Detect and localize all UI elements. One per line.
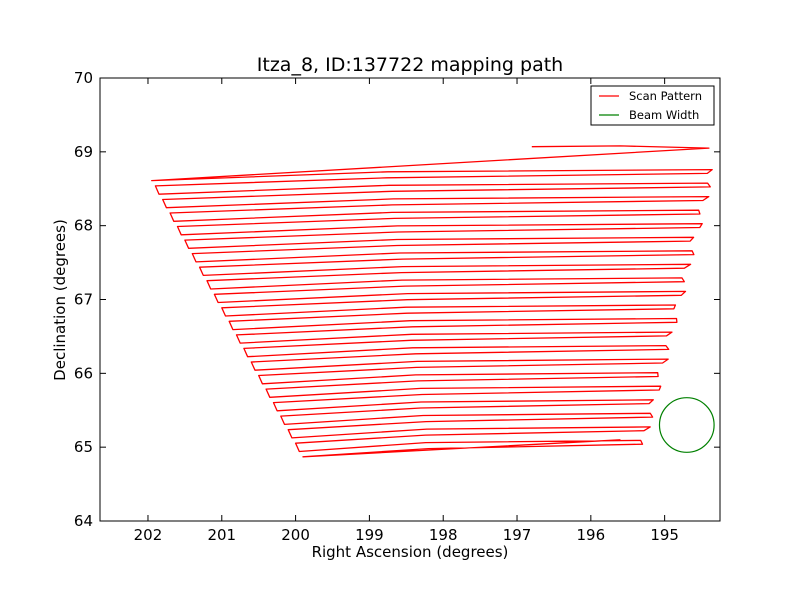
x-tick-label: 200 xyxy=(281,526,310,544)
x-tick-label: 202 xyxy=(134,526,163,544)
x-tick-label: 196 xyxy=(577,526,606,544)
beam-width-circle xyxy=(658,397,715,453)
y-tick-label: 65 xyxy=(74,438,93,456)
y-tick-label: 67 xyxy=(74,291,93,309)
chart-title: Itza_8, ID:137722 mapping path xyxy=(257,54,563,76)
y-axis-label: Declination (degrees) xyxy=(51,219,69,381)
x-tick-label: 195 xyxy=(650,526,679,544)
x-axis-label: Right Ascension (degrees) xyxy=(312,543,509,561)
legend-beam-label: Beam Width xyxy=(629,108,699,122)
beam-width-series xyxy=(658,397,715,453)
y-tick-label: 66 xyxy=(74,364,93,382)
legend-box xyxy=(590,85,715,126)
legend: Scan Pattern Beam Width xyxy=(590,85,715,126)
scan-pattern-line xyxy=(151,145,713,458)
x-tick-label: 197 xyxy=(503,526,532,544)
x-tick-label: 201 xyxy=(207,526,236,544)
y-tick-label: 68 xyxy=(74,217,93,235)
x-tick-label: 198 xyxy=(429,526,458,544)
x-axis-ticks: 202 201 200 199 198 197 196 195 xyxy=(134,78,679,544)
y-tick-label: 69 xyxy=(74,143,93,161)
legend-scan-label: Scan Pattern xyxy=(629,89,702,103)
scan-pattern-series xyxy=(151,145,713,458)
x-tick-label: 199 xyxy=(355,526,384,544)
y-axis-ticks: 64 65 66 67 68 69 70 xyxy=(74,69,720,530)
y-tick-label: 64 xyxy=(74,512,93,530)
y-tick-label: 70 xyxy=(74,69,93,87)
